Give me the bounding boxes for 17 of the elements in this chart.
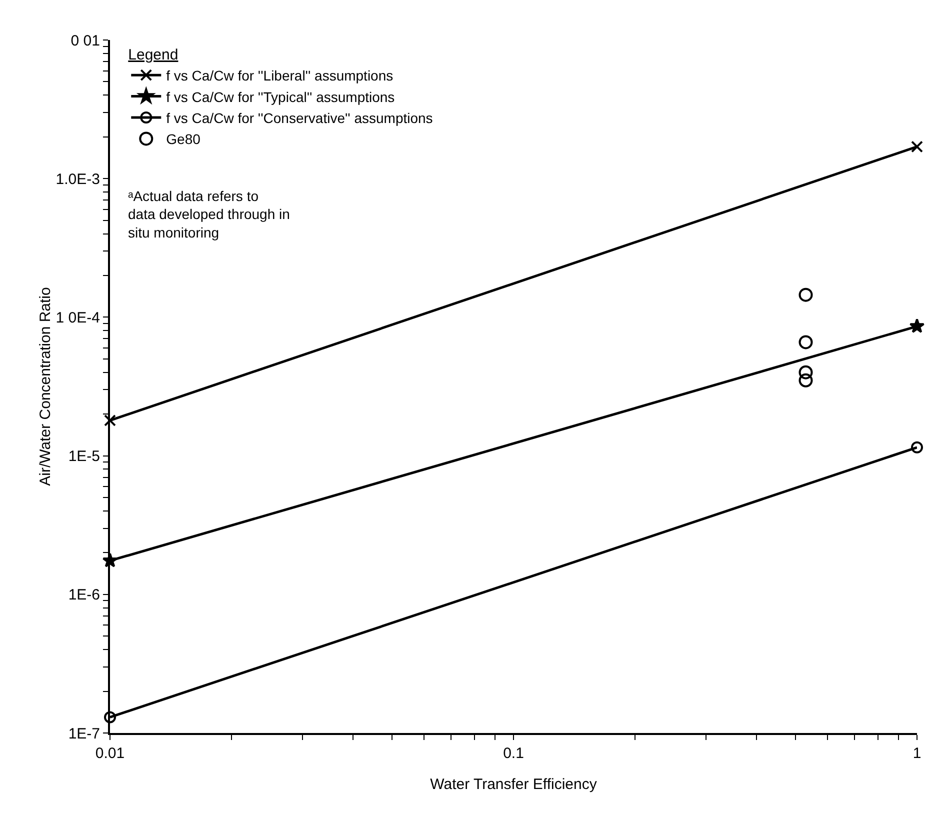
x-tick-label: 0.01 [95,745,125,762]
y-tick-label: 1E-7 [68,725,100,742]
y-tick-label: 1E-6 [68,586,100,604]
y-tick-label: 1 0E-4 [56,309,100,326]
legend-label: f vs Ca/Cw for ''Typical'' assumptions [166,88,395,105]
y-tick-label: 0 01 [70,32,100,50]
y-tick-label: 1.0E-3 [56,170,100,188]
legend-label: Ge80 [166,131,201,148]
x-tick-label: 1 [912,745,922,762]
x-axis-title: Water Transfer Efficiency [430,776,598,793]
y-axis-title: Air/Water Concentration Ratio [36,287,54,486]
y-tick-label: 1E-5 [68,448,100,466]
x-tick-label: 0.1 [503,745,524,762]
legend-label: f vs Ca/Cw for ''Conservative'' assumptions [166,110,433,126]
legend-label: f vs Ca/Cw for ''Liberal'' assumptions [166,68,394,84]
legend-title: Legend [128,46,178,64]
annotation: ᵃActual data refers to data developed through in situ monitoring [128,188,290,240]
